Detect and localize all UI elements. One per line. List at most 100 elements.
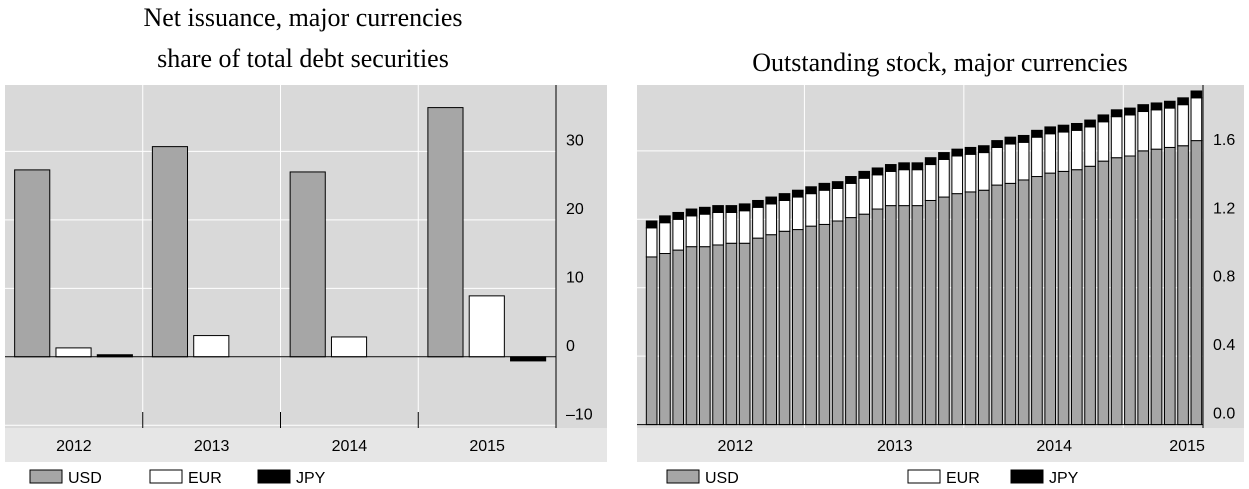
bar-segment (1150, 102, 1163, 111)
bar (193, 335, 230, 358)
bar-segment (884, 205, 897, 426)
y-tick-label: 0.8 (1213, 269, 1235, 286)
bar-segment (831, 220, 844, 426)
bar-segment (1163, 100, 1176, 109)
bar-segment (712, 211, 724, 246)
bar-segment (1124, 114, 1136, 157)
y-tick-label: 1.6 (1213, 132, 1235, 149)
bar-segment (738, 203, 751, 212)
bar-segment (991, 184, 1003, 426)
bar-segment (1084, 165, 1096, 426)
bar-segment (911, 162, 924, 171)
bar-segment (791, 196, 804, 231)
y-tick-label: 0.0 (1213, 406, 1235, 423)
bar (330, 336, 368, 358)
bar-segment (672, 211, 685, 220)
bar-segment (871, 208, 884, 426)
legend-swatch (149, 469, 183, 484)
bar (14, 169, 51, 358)
bar-segment (964, 146, 977, 155)
y-tick-label: 0 (566, 338, 575, 355)
y-tick-label: 30 (566, 132, 584, 149)
bar-segment (712, 244, 724, 426)
legend-label: USD (705, 470, 739, 487)
chart-title: Net issuance, major currencies (143, 3, 462, 32)
bar-segment (725, 205, 738, 213)
bar-segment (659, 215, 671, 224)
bar-segment (1177, 104, 1189, 147)
bar-segment (805, 186, 817, 195)
bar-segment (964, 191, 977, 426)
bar-segment (977, 152, 990, 191)
bar-segment (738, 210, 751, 244)
bar-segment (1097, 160, 1110, 426)
bar-segment (752, 199, 764, 208)
legend-swatch (666, 469, 700, 484)
bar-segment (884, 164, 897, 172)
bar-segment (938, 152, 950, 160)
bar-segment (938, 158, 950, 198)
bar-segment (698, 206, 711, 215)
bar-segment (765, 203, 778, 236)
bar-segment (871, 174, 884, 210)
y-tick-label: 0.4 (1213, 337, 1235, 354)
bar-segment (805, 193, 817, 227)
bar-segment (977, 145, 990, 154)
x-tick-label: 2015 (1169, 438, 1205, 455)
bar-segment (1057, 124, 1070, 133)
x-tick-label: 2012 (718, 438, 754, 455)
bar-segment (1031, 129, 1043, 138)
bar-segment (778, 199, 791, 232)
y-tick-label: –10 (566, 406, 593, 423)
legend-swatch (29, 469, 63, 484)
legend-swatch (257, 469, 291, 484)
bar (55, 347, 92, 358)
bar-segment (924, 164, 937, 201)
bar-segment (659, 222, 671, 255)
legend-label: USD (68, 470, 102, 487)
legend-label: JPY (1049, 470, 1079, 487)
bar-segment (898, 162, 910, 171)
bar-segment (1137, 111, 1150, 152)
legend-swatch (907, 469, 941, 484)
bar-segment (911, 169, 924, 207)
bar-segment (765, 196, 778, 205)
bar-segment (964, 153, 977, 193)
legend-label: EUR (946, 470, 980, 487)
bar-segment (672, 218, 685, 251)
bar (289, 171, 326, 358)
bar-segment (1031, 136, 1043, 178)
bar-segment (791, 189, 804, 198)
bar-segment (1124, 155, 1136, 426)
bar-segment (818, 223, 831, 426)
bar-segment (911, 205, 924, 426)
chart-title: Outstanding stock, major currencies (752, 48, 1127, 77)
bar-segment (645, 220, 658, 229)
bar-segment (725, 242, 738, 426)
bar-segment (1177, 97, 1189, 106)
bar-segment (1031, 176, 1043, 426)
bar (427, 107, 464, 358)
bar-segment (698, 246, 711, 426)
chart-subtitle: share of total debt securities (157, 44, 449, 73)
bar-segment (778, 193, 791, 201)
y-tick-label: 20 (566, 201, 584, 218)
bar-segment (871, 167, 884, 176)
bar-segment (951, 148, 964, 157)
bar-segment (1004, 136, 1017, 145)
bar-segment (778, 230, 791, 426)
bar-segment (884, 170, 897, 207)
bar-segment (685, 208, 698, 217)
x-tick-label: 2014 (1036, 438, 1072, 455)
bar-segment (1110, 109, 1123, 118)
bar-segment (1190, 97, 1203, 142)
bar-segment (685, 215, 698, 248)
bar-segment (1070, 169, 1083, 426)
bar-segment (725, 211, 738, 244)
bar-segment (765, 234, 778, 426)
axis-band (637, 428, 1244, 462)
bar-segment (659, 253, 671, 426)
bar-segment (1004, 182, 1017, 426)
bar-segment (818, 182, 831, 191)
